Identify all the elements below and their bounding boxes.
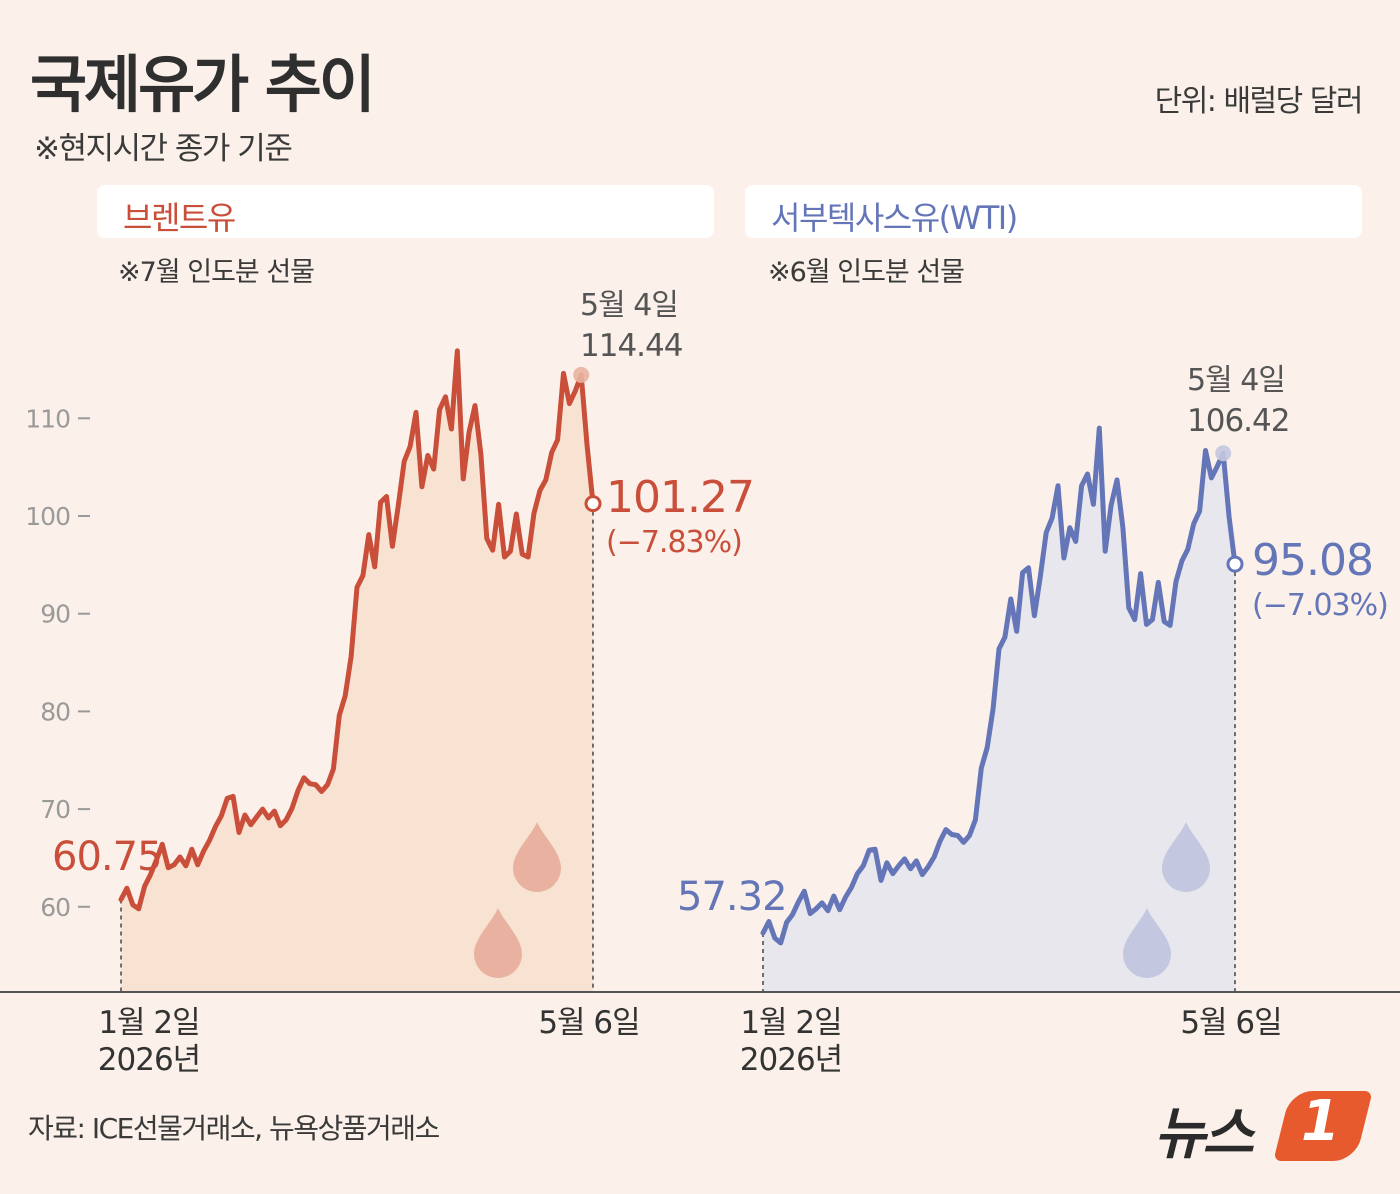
brent-peak-value-label: 114.44: [580, 328, 682, 364]
wti-note: ※6월 인도분 선물: [768, 257, 965, 288]
wti-x-start-year-label: 2026년: [740, 1042, 842, 1078]
brent-start-value-label: 60.75: [52, 834, 162, 880]
y-tick-label: 60: [40, 893, 70, 922]
y-tick-label: 110: [25, 404, 70, 433]
brent-end-value-label: 101.27: [606, 472, 754, 523]
page-title: 국제유가 추이: [30, 48, 376, 121]
wti-x-end-label: 5월 6일: [1180, 1005, 1281, 1041]
brent-title: 브렌트유: [123, 199, 236, 237]
wti-start-value-label: 57.32: [677, 874, 787, 920]
y-tick-label: 80: [40, 697, 70, 726]
brent-note: ※7월 인도분 선물: [118, 257, 315, 288]
brent-x-start-year-label: 2026년: [98, 1042, 200, 1078]
wti-peak-value-label: 106.42: [1187, 403, 1289, 439]
brent-area: [121, 350, 593, 992]
wti-drop-icon: [1123, 908, 1171, 978]
unit-label: 단위: 배럴당 달러: [1154, 84, 1364, 119]
brent-peak-marker: [573, 366, 590, 383]
wti-area: [763, 428, 1235, 993]
brent-end-marker: [584, 495, 602, 513]
brent-panel-header: 브렌트유: [97, 185, 714, 238]
brent-drop-icon: [474, 908, 522, 978]
brent-peak-date-label: 5월 4일: [580, 288, 678, 323]
wti-drop-icon: [1162, 822, 1210, 892]
wti-panel-header: 서부텍사스유(WTI): [745, 185, 1362, 238]
y-tick-label: 70: [40, 795, 70, 824]
brent-x-end-label: 5월 6일: [538, 1005, 639, 1041]
y-tick-label: 90: [40, 600, 70, 629]
brent-series-line: [118, 348, 596, 912]
news1-logo: 뉴스 1: [1154, 1085, 1373, 1167]
wti-end-change-label: (−7.03%): [1252, 588, 1388, 623]
source-note: 자료: ICE선물거래소, 뉴욕상품거래소: [28, 1112, 440, 1145]
wti-title: 서부텍사스유(WTI): [771, 199, 1018, 237]
wti-peak-marker: [1215, 445, 1232, 462]
brent-drop-icon: [513, 822, 561, 892]
wti-end-marker: [1226, 555, 1244, 573]
wti-series-line: [760, 425, 1238, 946]
y-tick-label: 100: [25, 502, 70, 531]
page-subtitle: ※현지시간 종가 기준: [34, 131, 293, 167]
logo-text: 뉴스: [1154, 1102, 1254, 1167]
brent-x-start-label: 1월 2일: [98, 1005, 199, 1041]
wti-end-value-label: 95.08: [1252, 535, 1373, 586]
wti-x-start-label: 1월 2일: [740, 1005, 841, 1041]
wti-peak-date-label: 5월 4일: [1187, 363, 1285, 398]
logo-number: 1: [1301, 1089, 1340, 1154]
brent-end-change-label: (−7.83%): [606, 525, 742, 560]
